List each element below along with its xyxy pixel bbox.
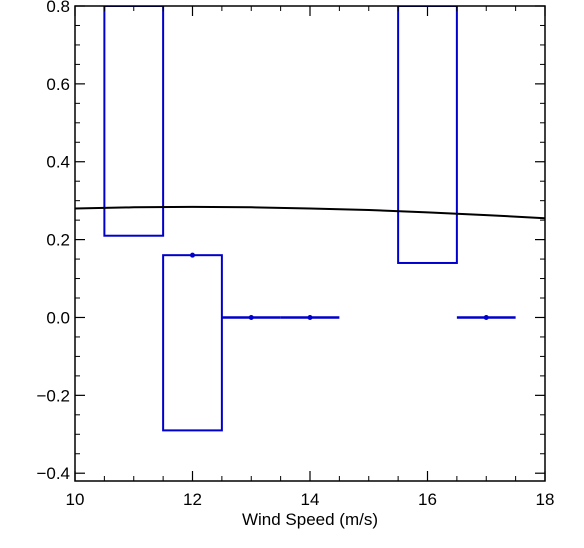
x-tick-label-1: 12	[183, 490, 202, 509]
plot-marks	[75, 6, 545, 432]
box-4	[397, 6, 458, 264]
y-tick-label-0: −0.4	[36, 464, 70, 483]
plot-frame	[74, 5, 546, 482]
box-median-2	[248, 314, 254, 320]
fit-curve	[75, 205, 545, 220]
y-tick-label-3: 0.2	[46, 231, 70, 250]
y-tick-label-4: 0.4	[46, 153, 70, 172]
axis-ticks	[74, 5, 546, 481]
box-median-3	[307, 314, 313, 320]
box-median-5	[483, 314, 489, 320]
x-tick-label-3: 16	[418, 490, 437, 509]
box-0	[103, 6, 165, 237]
y-tick-label-6: 0.8	[46, 0, 70, 16]
x-tick-label-2: 14	[301, 490, 320, 509]
box-median-1	[190, 252, 195, 258]
y-tick-label-2: 0.0	[46, 308, 70, 327]
x-tick-label-4: 18	[536, 490, 555, 509]
x-axis-title: Wind Speed (m/s)	[242, 510, 378, 529]
y-tick-label-5: 0.6	[46, 75, 70, 94]
axis-labels: 10 12 14 16 18 −0.4 −0.2 0.0 0.2 0.4 0.6 0.8	[36, 0, 554, 509]
box-1	[162, 254, 223, 432]
x-tick-label-0: 10	[66, 490, 85, 509]
y-tick-label-1: −0.2	[36, 386, 70, 405]
